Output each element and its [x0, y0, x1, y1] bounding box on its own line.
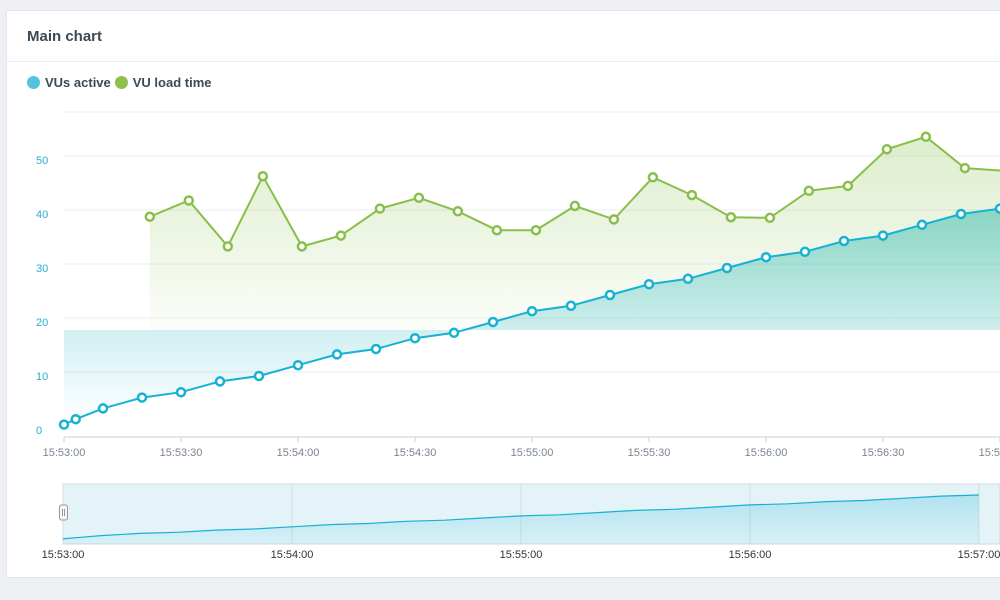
vu-load-time-point[interactable]: [764, 212, 776, 224]
navigator[interactable]: 15:53:00 15:54:00 15:55:00 15:56:00 15:57:00: [42, 483, 1000, 561]
vu-load-time-point[interactable]: [335, 230, 347, 241]
chart-legend: VUs active VU load time: [27, 75, 216, 90]
series-areas: [64, 136, 1000, 425]
vu-load-time-point[interactable]: [920, 131, 932, 143]
vu-load-time-point[interactable]: [257, 170, 269, 182]
x-tick-label: 15:54:00: [277, 447, 320, 459]
vus-active-point[interactable]: [643, 278, 655, 290]
vu-load-time-point[interactable]: [725, 211, 737, 223]
x-axis-ticks: 15:53:00 15:53:30 15:54:00 15:54:30 15:55:00…: [43, 437, 1000, 459]
vus-active-point[interactable]: [331, 349, 343, 360]
vus-active-line: [63, 207, 1000, 426]
legend-item-vus-active[interactable]: VUs active: [27, 75, 111, 90]
vu-load-time-point[interactable]: [222, 241, 234, 252]
vus-active-point[interactable]: [370, 343, 382, 355]
vus-active-point[interactable]: [682, 273, 694, 285]
vu-load-time-point[interactable]: [608, 214, 620, 225]
vus-active-point[interactable]: [916, 219, 928, 231]
vus-active-point[interactable]: [760, 251, 772, 263]
y-tick-label: 0: [36, 425, 42, 437]
vu-load-time-point[interactable]: [959, 162, 971, 174]
y-tick-label: 40: [36, 209, 48, 221]
navigator-handle-body[interactable]: [59, 504, 68, 521]
card-title: Main chart: [27, 27, 103, 45]
vu-load-time-point[interactable]: [686, 189, 698, 201]
navigator-x-label: 15:55:00: [500, 549, 543, 561]
vus-active-point[interactable]: [175, 386, 187, 398]
vus-active-point[interactable]: [877, 230, 889, 241]
vu-load-time-point[interactable]: [452, 206, 464, 217]
navigator-x-label: 15:54:00: [271, 549, 314, 561]
navigator-x-label: 15:53:00: [42, 549, 85, 561]
x-tick-label: 15:56:30: [862, 447, 905, 459]
x-tick-label: 15:55:00: [511, 447, 554, 459]
vu-load-time-point[interactable]: [647, 172, 659, 183]
vus-active-point[interactable]: [955, 208, 967, 220]
vus-active-point[interactable]: [70, 413, 81, 425]
y-tick-label: 10: [36, 371, 48, 383]
y-tick-label: 50: [36, 155, 48, 167]
x-tick-label: 15:53:30: [160, 447, 203, 459]
vus-active-area: [64, 208, 1000, 425]
legend-dot-vu-load-time: [114, 76, 128, 89]
y-axis-ticks: 0 10 20 30 40 50: [36, 155, 48, 437]
vus-active-point[interactable]: [838, 235, 850, 247]
y-tick-label: 20: [36, 317, 48, 329]
vu-load-time-point[interactable]: [881, 143, 893, 155]
navigator-area: [63, 495, 979, 544]
vus-active-point[interactable]: [97, 403, 109, 414]
x-tick-label: 15:53:00: [43, 447, 86, 459]
vus-active-point[interactable]: [448, 327, 460, 339]
vus-active-point[interactable]: [721, 262, 733, 274]
vu-load-time-point[interactable]: [183, 195, 195, 206]
vus-active-point[interactable]: [799, 246, 811, 258]
legend-dot-vus-active: [27, 76, 40, 89]
vu-load-time-point[interactable]: [842, 180, 854, 192]
navigator-left-handle[interactable]: [59, 504, 68, 521]
legend-item-vu-load-time[interactable]: VU load time: [114, 75, 212, 90]
navigator-x-label: 15:57:00: [958, 549, 1000, 561]
vu-load-time-point[interactable]: [569, 200, 581, 212]
navigator-line: [62, 494, 980, 540]
vus-active-point[interactable]: [253, 370, 265, 382]
vus-active-point[interactable]: [214, 376, 226, 387]
vus-active-point[interactable]: [292, 359, 304, 371]
x-tick-label: 15:57:00: [979, 447, 1000, 459]
vu-load-time-point[interactable]: [413, 192, 425, 204]
vu-load-time-point[interactable]: [374, 203, 386, 214]
x-tick-label: 15:55:30: [628, 447, 671, 459]
vus-active-point[interactable]: [994, 203, 1000, 214]
x-tick-label: 15:56:00: [745, 447, 788, 459]
series-markers: [58, 131, 1000, 430]
legend-label-vu-load-time: VU load time: [132, 75, 212, 90]
navigator-x-label: 15:56:00: [729, 549, 772, 561]
vu-load-time-point[interactable]: [144, 211, 156, 222]
vus-active-point[interactable]: [58, 419, 70, 430]
vus-active-point[interactable]: [526, 305, 538, 317]
vu-load-time-point[interactable]: [803, 185, 815, 197]
vu-load-time-point[interactable]: [491, 224, 503, 236]
vus-active-point[interactable]: [487, 316, 499, 328]
x-tick-label: 15:54:30: [394, 447, 437, 459]
legend-label-vus-active: VUs active: [45, 75, 111, 90]
vus-active-point[interactable]: [136, 392, 148, 403]
card-header: Main chart: [7, 11, 1000, 62]
vu-load-time-point[interactable]: [530, 224, 542, 236]
vus-active-point[interactable]: [565, 300, 577, 312]
vus-active-point[interactable]: [409, 332, 421, 344]
vu-load-time-point[interactable]: [296, 241, 308, 252]
y-tick-label: 30: [36, 263, 48, 275]
vus-active-point[interactable]: [604, 289, 616, 301]
